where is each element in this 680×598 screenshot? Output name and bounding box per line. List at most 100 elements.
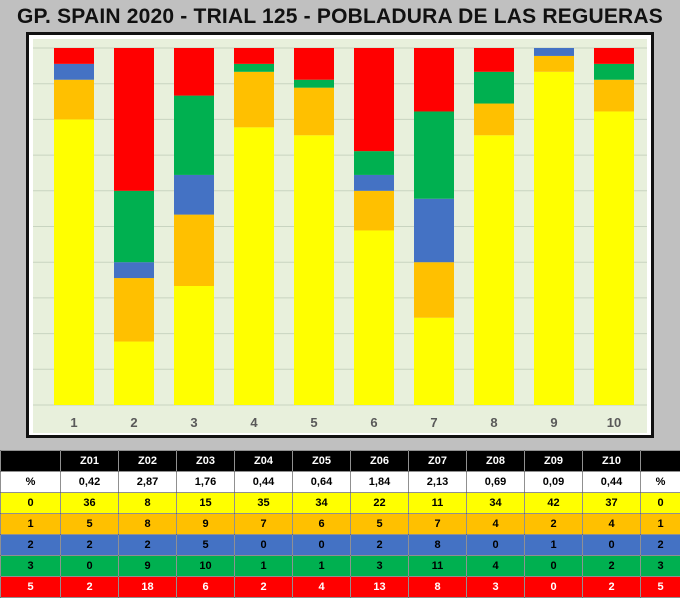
x-tick-label: 10 [607,415,621,430]
table-cell: 5 [351,514,409,535]
table-cell: 5 [1,577,61,598]
bar-segment-9-level-0 [534,72,574,405]
table-cell: 37 [583,493,641,514]
table-header-cell: Z06 [351,451,409,472]
table-header-cell: Z03 [177,451,235,472]
bar-segment-1-level-1 [54,80,94,120]
table-cell: 2,87 [119,472,177,493]
table-cell: 5 [641,577,680,598]
table-cell: 2 [351,535,409,556]
table-cell: 0 [293,535,351,556]
bar-segment-6-level-0 [354,230,394,405]
bar-segment-6-level-5 [354,48,394,151]
bar-segment-2-level-5 [114,48,154,191]
bar-segment-8-level-1 [474,104,514,136]
table-cell: 8 [409,535,467,556]
table-cell: 0 [235,535,293,556]
table-cell: 11 [409,556,467,577]
table-cell: 5 [177,535,235,556]
table-cell: 2 [61,535,119,556]
table-header-cell [641,451,680,472]
table-cell: % [641,472,680,493]
table-cell: 9 [177,514,235,535]
bar-segment-1-level-5 [54,48,94,64]
bar-segment-4-level-1 [234,72,274,128]
bar-segment-3-level-5 [174,48,214,96]
table-header-cell: Z07 [409,451,467,472]
bar-segment-3-level-1 [174,215,214,286]
bar-segment-9-level-2 [534,48,574,56]
table-header-cell: Z04 [235,451,293,472]
x-tick-label: 4 [250,415,258,430]
table-cell: 11 [409,493,467,514]
x-tick-label: 7 [430,415,437,430]
table-cell: 0 [467,535,525,556]
table-cell: 2 [525,514,583,535]
bar-segment-7-level-3 [414,111,454,198]
table-cell: 0 [641,493,680,514]
table-cell: 0,42 [61,472,119,493]
bar-segment-4-level-3 [234,64,274,72]
table-cell: 6 [293,514,351,535]
bar-segment-6-level-3 [354,151,394,175]
bar-segment-5-level-0 [294,135,334,405]
table-cell: 0,69 [467,472,525,493]
table-cell: 1 [293,556,351,577]
table-cell: 42 [525,493,583,514]
table-cell: 2 [1,535,61,556]
bar-segment-3-level-3 [174,96,214,175]
bar-segment-10-level-1 [594,80,634,112]
bar-segment-9-level-1 [534,56,574,72]
bar-segment-7-level-5 [414,48,454,111]
table-cell: 1,84 [351,472,409,493]
table-cell: 3 [351,556,409,577]
bar-segment-7-level-0 [414,318,454,405]
chart-title: GP. SPAIN 2020 - TRIAL 125 - POBLADURA D… [0,0,680,34]
table-cell: 18 [119,577,177,598]
table-cell: 0 [1,493,61,514]
table-cell: 4 [583,514,641,535]
table-cell: 2 [119,535,177,556]
table-cell: 5 [61,514,119,535]
table-cell: 8 [409,577,467,598]
table-cell: 1 [525,535,583,556]
table-cell: 8 [119,493,177,514]
table-cell: 2 [583,577,641,598]
bar-segment-1-level-2 [54,64,94,80]
table-cell: % [1,472,61,493]
table-cell: 7 [235,514,293,535]
table-cell: 0 [525,556,583,577]
table-cell: 9 [119,556,177,577]
table-cell: 0,44 [235,472,293,493]
table-cell: 0 [61,556,119,577]
table-header-cell: Z05 [293,451,351,472]
table-cell: 36 [61,493,119,514]
table-cell: 8 [119,514,177,535]
table-header-cell: Z09 [525,451,583,472]
x-tick-label: 8 [490,415,497,430]
x-tick-label: 3 [190,415,197,430]
bar-segment-5-level-1 [294,88,334,136]
table-cell: 1 [641,514,680,535]
table-cell: 7 [409,514,467,535]
table-cell: 13 [351,577,409,598]
table-cell: 4 [293,577,351,598]
bar-segment-4-level-0 [234,127,274,405]
table-cell: 1,76 [177,472,235,493]
table-cell: 0 [525,577,583,598]
table-cell: 2 [583,556,641,577]
x-tick-label: 9 [550,415,557,430]
table-header-cell: Z10 [583,451,641,472]
bar-segment-6-level-2 [354,175,394,191]
table-cell: 0,44 [583,472,641,493]
x-tick-label: 1 [70,415,77,430]
table-cell: 0 [583,535,641,556]
bar-segment-8-level-5 [474,48,514,72]
table-cell: 2 [235,577,293,598]
bar-segment-7-level-2 [414,199,454,262]
bar-segment-8-level-3 [474,72,514,104]
bar-segment-6-level-1 [354,191,394,231]
